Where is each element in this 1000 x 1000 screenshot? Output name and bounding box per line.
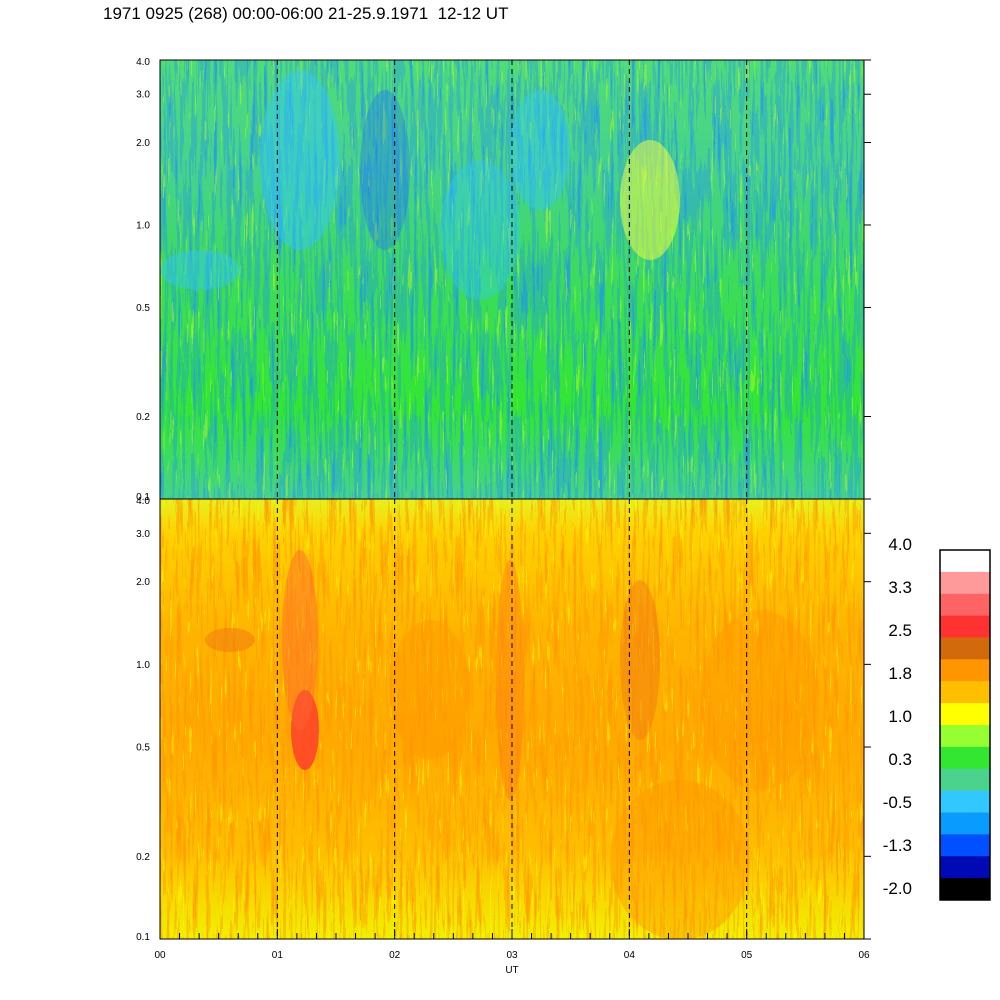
colorbar-swatch [940,746,990,770]
bottom-blob-1 [282,550,318,730]
top-ytick-label: 0.5 [136,303,150,314]
bottom-blob-6 [205,628,255,652]
bottom-blob-0 [291,690,319,770]
xtick-label: 02 [389,950,401,961]
bottom-ytick-label: 2.0 [136,577,150,588]
bottom-ytick-label: 3.0 [136,529,150,540]
colorbar-swatch [940,834,990,857]
colorbar-swatch [940,637,990,660]
colorbar-label: -2.0 [883,879,912,898]
colorbar: 4.0 3.3 2.5 1.8 1.0 0.3 -0.5 -1.3 -2.0 [883,535,991,901]
colorbar-swatch [940,571,990,595]
top-blob-5 [510,90,570,210]
top-panel-features [160,70,680,300]
bottom-ytick-label: 0.5 [136,743,150,754]
colorbar-label: 2.5 [888,621,912,640]
colorbar-swatch [940,615,990,638]
colorbar-swatch [940,593,990,617]
top-blob-2 [620,140,680,260]
colorbar-label: 3.3 [888,578,912,597]
bottom-ytick-label: 0.1 [136,932,150,943]
bottom-blob-5 [700,610,820,790]
x-axis-label: UT [505,965,518,976]
xtick-label: 05 [741,950,753,961]
colorbar-label: 1.0 [888,707,912,726]
bottom-blob-7 [610,780,750,939]
top-blob-1 [360,90,410,250]
colorbar-swatch [940,878,990,901]
top-ytick-label: 1.0 [136,220,150,231]
colorbar-swatch [940,703,990,726]
colorbar-swatch [940,659,990,682]
bottom-blob-2 [620,580,660,740]
axes: 4.03.02.01.00.50.20.14.03.02.01.00.50.20… [136,57,871,976]
top-blob-4 [440,160,520,300]
colorbar-frame [939,549,991,901]
colorbar-swatch [940,812,990,835]
bottom-panel-features [205,550,820,939]
top-ytick-label: 0.2 [136,412,150,423]
top-blob-0 [260,70,340,250]
colorbar-swatch [940,856,990,879]
bottom-blob-4 [390,620,470,760]
colorbar-label: -0.5 [883,793,912,812]
top-ytick-label: 4.0 [136,57,150,68]
bottom-ytick-label: 1.0 [136,660,150,671]
xtick-label: 04 [624,950,636,961]
xtick-label: 01 [272,950,284,961]
bottom-ytick-label: 0.2 [136,852,150,863]
colorbar-swatch [940,725,990,748]
bottom-blob-3 [496,560,524,800]
dashed-gridlines [276,60,748,939]
top-ytick-label: 3.0 [136,90,150,101]
colorbar-label: 1.8 [888,664,912,683]
bottom-ytick-label: 4.0 [136,496,150,507]
colorbar-label: -1.3 [883,836,912,855]
xtick-label: 00 [154,950,166,961]
colorbar-label: 0.3 [888,750,912,769]
colorbar-swatch [940,681,990,704]
page-title: 1971 0925 (268) 00:00-06:00 21-25.9.1971… [103,4,509,23]
colorbar-label: 4.0 [888,535,912,554]
top-ytick-label: 2.0 [136,138,150,149]
colorbar-swatch [940,768,990,792]
top-blob-3 [160,250,240,290]
colorbar-swatch [940,790,990,813]
top-ytick-label: 0.1 [136,492,150,503]
colorbar-swatch [940,550,990,573]
xtick-label: 06 [858,950,870,961]
xtick-label: 03 [506,950,518,961]
